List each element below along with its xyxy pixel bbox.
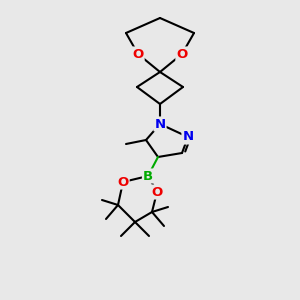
Text: O: O [152, 185, 163, 199]
Text: O: O [176, 47, 188, 61]
Text: O: O [132, 47, 144, 61]
Text: N: N [154, 118, 166, 130]
Text: B: B [143, 169, 153, 182]
Text: O: O [117, 176, 129, 188]
Text: N: N [182, 130, 194, 143]
